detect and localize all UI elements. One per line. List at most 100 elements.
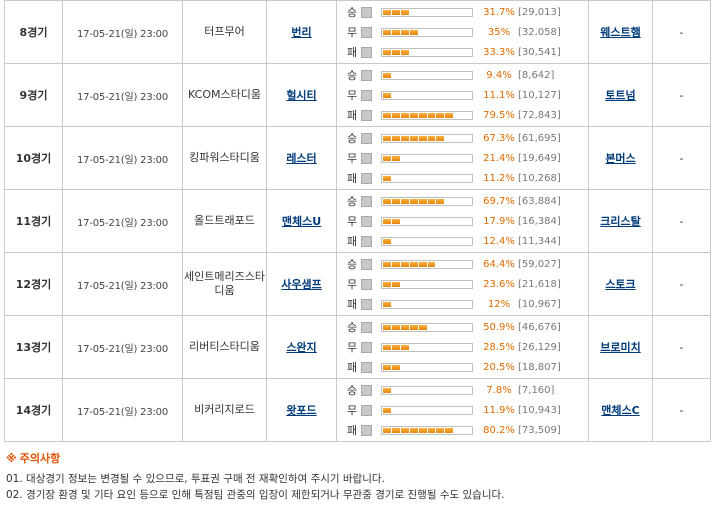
round-cell: 9경기 xyxy=(4,63,63,127)
vote-checkbox[interactable] xyxy=(361,361,372,373)
vote-checkbox[interactable] xyxy=(361,26,372,38)
home-team-cell: 번리 xyxy=(266,0,337,64)
vote-bar-segment xyxy=(436,135,445,141)
vote-checkbox[interactable] xyxy=(361,89,372,101)
vote-bar-segment xyxy=(454,9,463,15)
vote-option: 승 31.7% [29,013] xyxy=(337,3,588,22)
vote-checkbox[interactable] xyxy=(361,46,372,58)
date-cell: 17-05-21(일) 23:00 xyxy=(62,315,183,379)
vote-bar xyxy=(381,216,473,226)
vote-checkbox[interactable] xyxy=(361,69,372,81)
home-team-link[interactable]: 헐시티 xyxy=(286,89,317,102)
notice-item: 02. 경기장 환경 및 기타 요인 등으로 인해 특정팀 관중의 입장이 제한… xyxy=(6,489,505,501)
vote-percent: 17.9% xyxy=(483,215,515,227)
vote-bar-segment xyxy=(409,92,418,98)
vote-percent: 23.6% xyxy=(483,278,515,290)
vote-checkbox[interactable] xyxy=(361,215,372,227)
vote-bar xyxy=(381,425,473,435)
vote-label: 패 xyxy=(346,46,358,59)
extra-cell: - xyxy=(652,126,711,190)
vote-bar-segment xyxy=(418,281,427,287)
notice-item: 01. 대상경기 정보는 변경될 수 있으므로, 투표권 구매 전 재확인하여 … xyxy=(6,473,385,485)
vote-bar-segment xyxy=(454,281,463,287)
away-team-link[interactable]: 토트넘 xyxy=(605,89,636,102)
vote-bar-segment xyxy=(391,344,400,350)
vote-checkbox[interactable] xyxy=(361,109,372,121)
vote-checkbox[interactable] xyxy=(361,235,372,247)
vote-percent: 33.3% xyxy=(483,46,515,58)
vote-bar-segment xyxy=(463,29,472,35)
date-cell: 17-05-21(일) 23:00 xyxy=(62,252,183,316)
vote-bar-segment xyxy=(383,198,391,204)
stadium-cell: 킹파워스타디움 xyxy=(182,126,267,190)
vote-bar-segment xyxy=(391,9,400,15)
vote-checkbox[interactable] xyxy=(361,404,372,416)
vote-bar-segment xyxy=(400,261,409,267)
vote-count: [10,268] xyxy=(518,172,561,184)
vote-option: 패 80.2% [73,509] xyxy=(337,421,588,440)
vote-bar-segment xyxy=(418,218,427,224)
vote-bar-segment xyxy=(427,155,436,161)
round-cell: 12경기 xyxy=(4,252,63,316)
vote-checkbox[interactable] xyxy=(361,384,372,396)
vote-bar-segment xyxy=(383,92,391,98)
home-team-link[interactable]: 레스터 xyxy=(286,152,317,165)
vote-checkbox[interactable] xyxy=(361,152,372,164)
vote-percent: 11.9% xyxy=(483,404,515,416)
vote-bar-segment xyxy=(436,344,445,350)
vote-checkbox[interactable] xyxy=(361,258,372,270)
vote-checkbox[interactable] xyxy=(361,424,372,436)
vote-count: [21,618] xyxy=(518,278,561,290)
vote-bar-segment xyxy=(391,301,400,307)
vote-option: 무 23.6% [21,618] xyxy=(337,275,588,294)
away-team-cell: 브로미치 xyxy=(588,315,653,379)
vote-percent: 80.2% xyxy=(483,424,515,436)
vote-checkbox[interactable] xyxy=(361,278,372,290)
away-team-link[interactable]: 크리스탈 xyxy=(600,215,641,228)
vote-bar-segment xyxy=(454,301,463,307)
vote-checkbox[interactable] xyxy=(361,132,372,144)
vote-checkbox[interactable] xyxy=(361,172,372,184)
home-team-link[interactable]: 번리 xyxy=(291,26,312,39)
away-team-link[interactable]: 브로미치 xyxy=(600,341,641,354)
vote-bar-segment xyxy=(409,427,418,433)
vote-bar-segment xyxy=(418,112,427,118)
vote-option: 무 17.9% [16,384] xyxy=(337,212,588,231)
home-team-link[interactable]: 사우샘프 xyxy=(281,278,322,291)
vote-bar-segment xyxy=(427,175,436,181)
vote-checkbox[interactable] xyxy=(361,321,372,333)
vote-bar-segment xyxy=(427,198,436,204)
vote-checkbox[interactable] xyxy=(361,6,372,18)
vote-bar-segment xyxy=(400,344,409,350)
vote-count: [10,127] xyxy=(518,89,561,101)
vote-checkbox[interactable] xyxy=(361,298,372,310)
vote-bar-segment xyxy=(391,238,400,244)
vote-bar-segment xyxy=(454,407,463,413)
vote-bar-segment xyxy=(391,427,400,433)
vote-bar-segment xyxy=(454,29,463,35)
home-team-link[interactable]: 왓포드 xyxy=(286,404,317,417)
home-team-link[interactable]: 스완지 xyxy=(286,341,317,354)
vote-bar-segment xyxy=(454,261,463,267)
vote-bar-segment xyxy=(400,175,409,181)
away-team-link[interactable]: 웨스트햄 xyxy=(600,26,641,39)
vote-bar-segment xyxy=(383,9,391,15)
vote-bar-segment xyxy=(409,29,418,35)
vote-percent: 50.9% xyxy=(483,321,515,333)
vote-checkbox[interactable] xyxy=(361,195,372,207)
home-team-cell: 헐시티 xyxy=(266,63,337,127)
vote-bar-segment xyxy=(418,344,427,350)
vote-cell: 승 50.9% [46,676] 무 28.5% [26,129] 패 20.5% [18,80… xyxy=(336,315,589,379)
away-team-link[interactable]: 맨체스C xyxy=(601,404,640,417)
home-team-link[interactable]: 맨체스U xyxy=(281,215,322,228)
away-team-cell: 크리스탈 xyxy=(588,189,653,253)
away-team-link[interactable]: 스토크 xyxy=(605,278,636,291)
vote-label: 승 xyxy=(346,132,358,145)
vote-bar-segment xyxy=(454,49,463,55)
vote-bar-segment xyxy=(427,281,436,287)
vote-bar-segment xyxy=(436,72,445,78)
vote-checkbox[interactable] xyxy=(361,341,372,353)
vote-bar-segment xyxy=(463,49,472,55)
vote-bar xyxy=(381,47,473,57)
away-team-link[interactable]: 본머스 xyxy=(605,152,636,165)
